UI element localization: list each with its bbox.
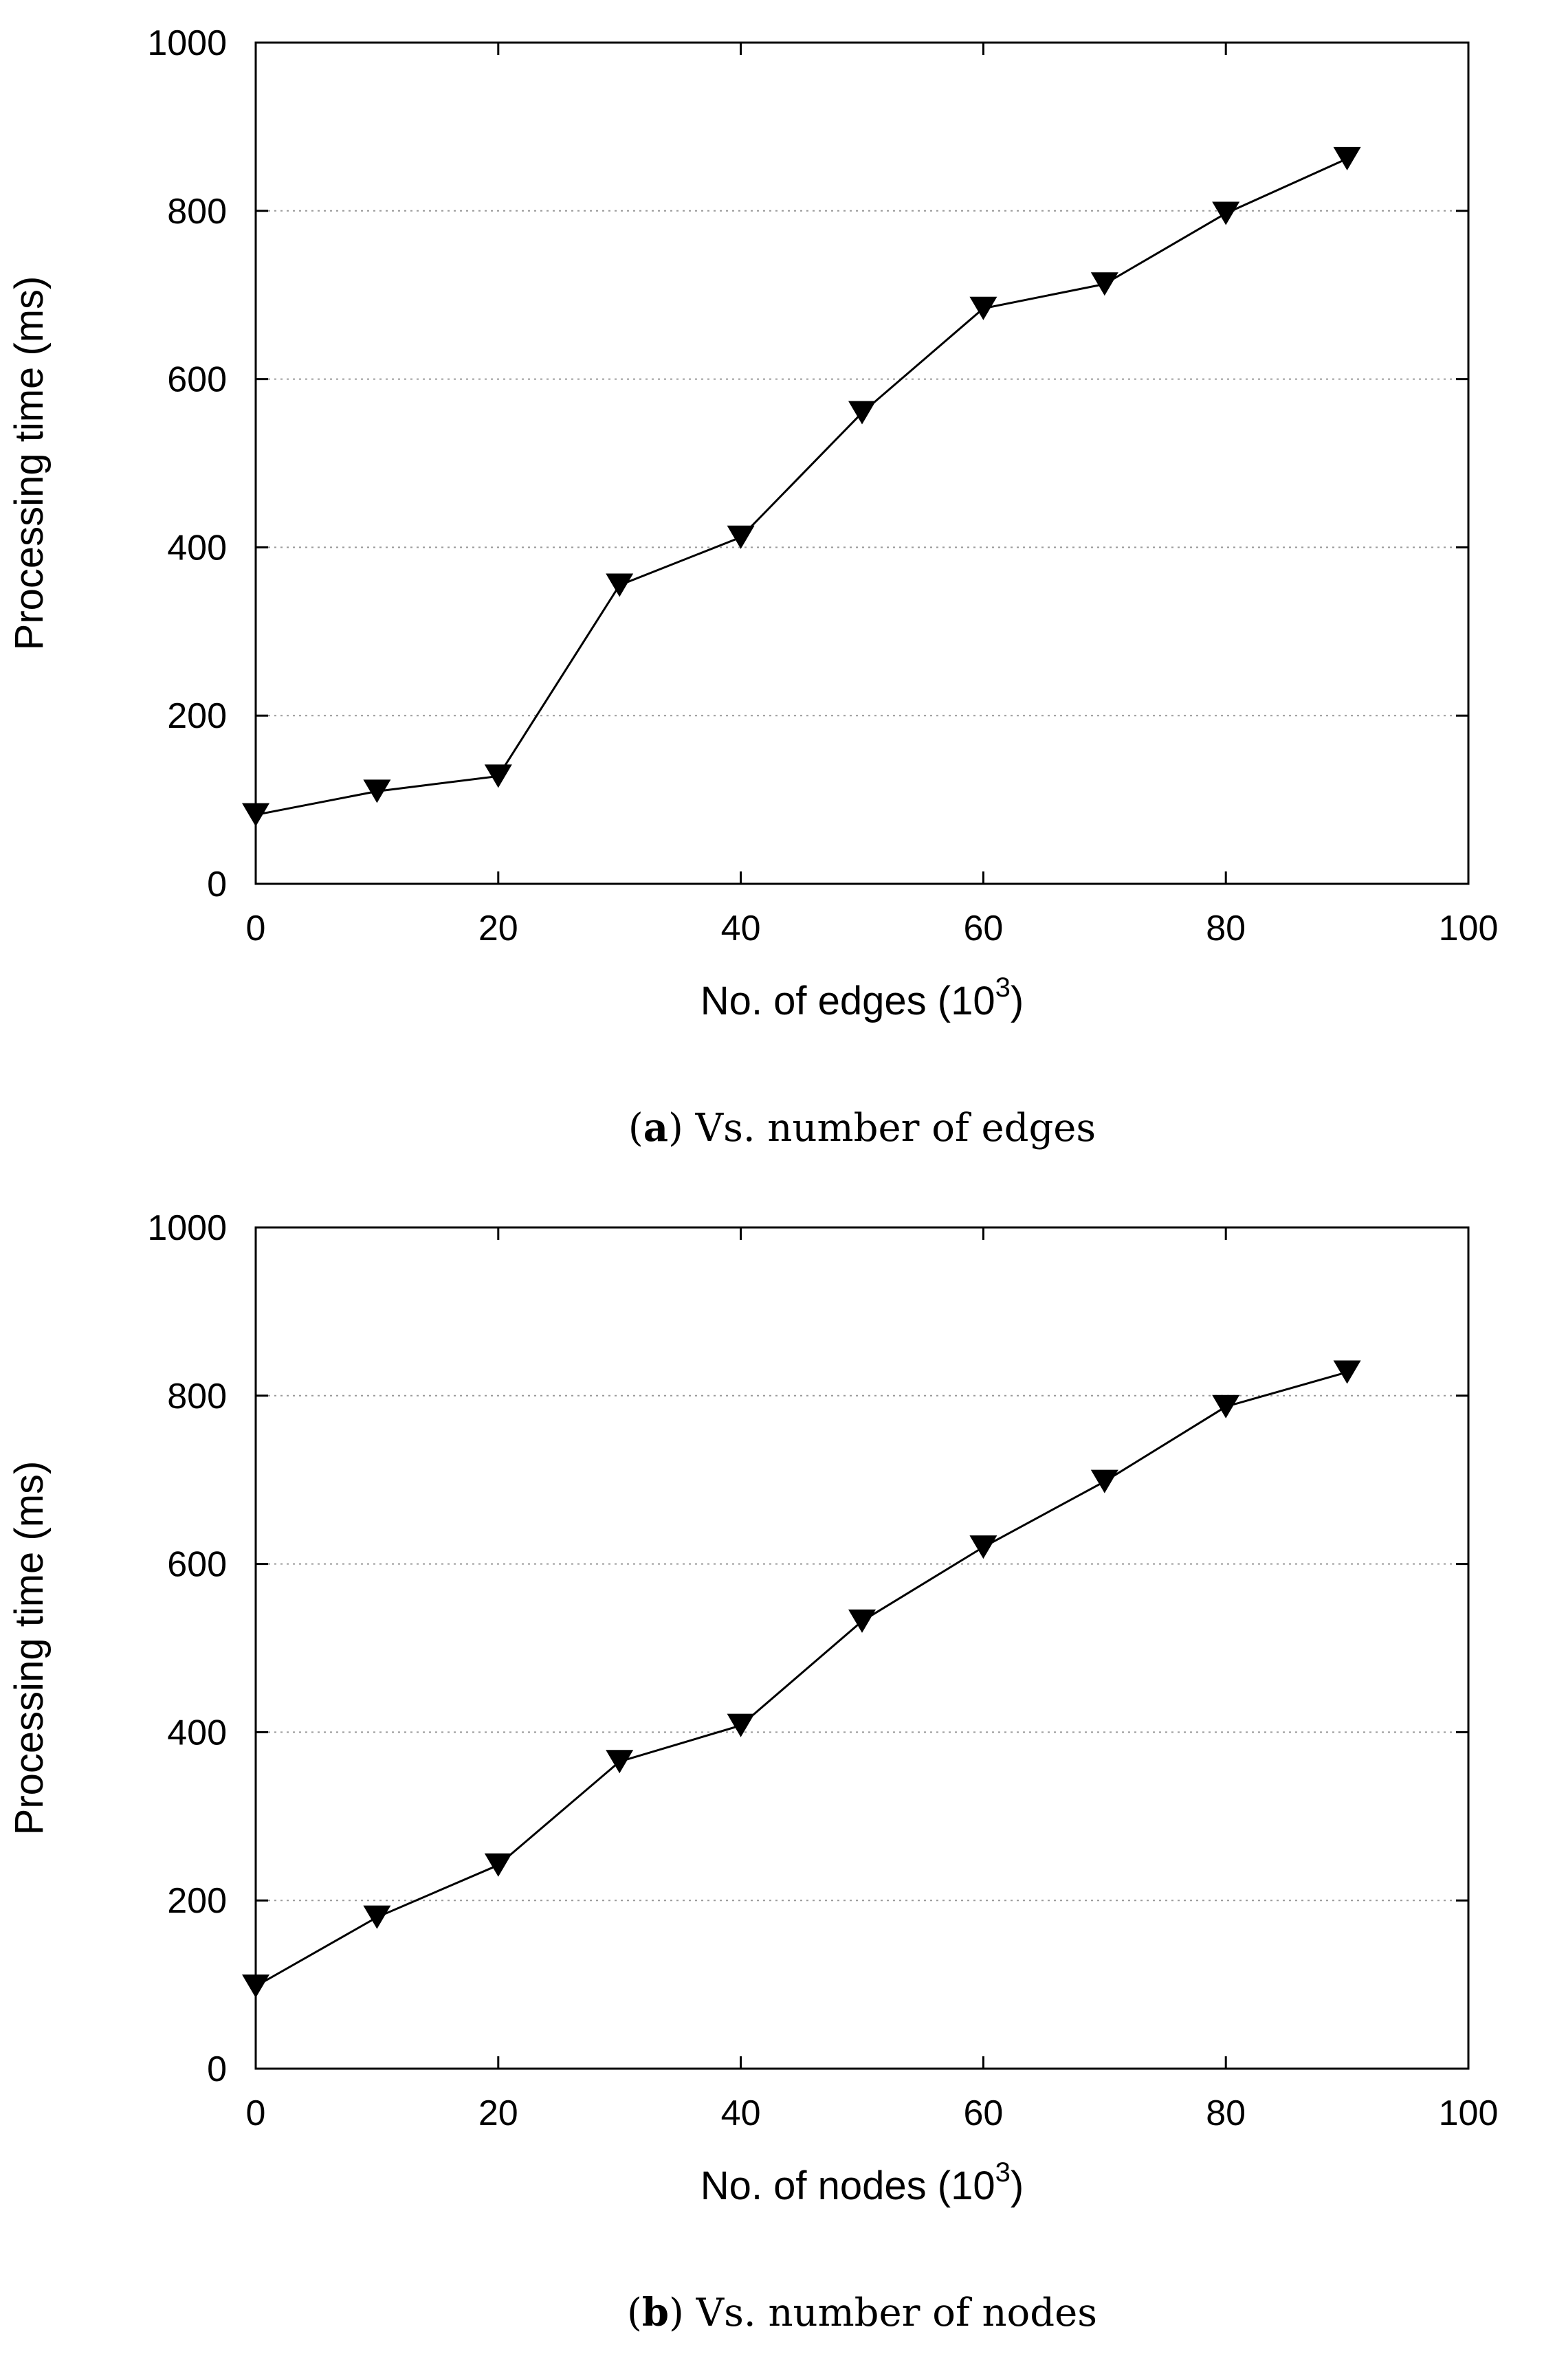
y-tick-label: 0 bbox=[207, 2049, 227, 2089]
data-point bbox=[848, 401, 876, 425]
data-point bbox=[1090, 1469, 1118, 1493]
data-point bbox=[484, 1853, 512, 1877]
y-tick-label: 1000 bbox=[147, 1208, 227, 1248]
x-tick-label: 80 bbox=[1206, 909, 1246, 948]
x-tick-label: 40 bbox=[721, 2093, 761, 2133]
panel-caption: (a) Vs. number of edges bbox=[628, 1105, 1096, 1150]
data-point bbox=[848, 1609, 876, 1633]
data-point bbox=[1212, 201, 1240, 225]
x-tick-label: 100 bbox=[1439, 909, 1499, 948]
y-tick-label: 800 bbox=[167, 1377, 227, 1416]
x-axis-title: No. of nodes (103) bbox=[701, 2157, 1024, 2208]
data-point bbox=[1333, 146, 1361, 170]
data-point bbox=[606, 1750, 634, 1774]
data-point bbox=[1333, 1360, 1361, 1384]
y-tick-label: 600 bbox=[167, 1545, 227, 1585]
x-tick-label: 100 bbox=[1439, 2093, 1499, 2133]
data-point bbox=[363, 779, 391, 803]
y-tick-label: 400 bbox=[167, 1713, 227, 1753]
y-axis-title: Processing time (ms) bbox=[7, 276, 52, 651]
series-line bbox=[255, 157, 1348, 816]
x-axis-title: No. of edges (103) bbox=[701, 972, 1024, 1023]
y-tick-label: 200 bbox=[167, 696, 227, 736]
y-tick-label: 600 bbox=[167, 360, 227, 400]
y-tick-label: 1000 bbox=[147, 23, 227, 63]
x-tick-label: 0 bbox=[246, 2093, 266, 2133]
x-tick-label: 0 bbox=[246, 909, 266, 948]
data-point bbox=[242, 1975, 269, 1999]
chart-panel-b: 0 200 400 600 800 1000 0 20 40 60 80 100 Processing … bbox=[7, 1208, 1498, 2335]
x-tick-label: 60 bbox=[963, 2093, 1003, 2133]
x-tick-label: 40 bbox=[721, 909, 761, 948]
plot-frame bbox=[254, 1226, 1470, 2070]
y-tick-label: 800 bbox=[167, 192, 227, 232]
series-line bbox=[255, 1371, 1348, 1988]
data-point bbox=[484, 764, 512, 788]
x-tick-label: 80 bbox=[1206, 2093, 1246, 2133]
data-point bbox=[969, 296, 997, 320]
panel-caption: (b) Vs. number of nodes bbox=[627, 2290, 1097, 2335]
y-tick-label: 200 bbox=[167, 1881, 227, 1921]
data-point bbox=[969, 1535, 997, 1559]
y-axis-title: Processing time (ms) bbox=[7, 1461, 52, 1836]
data-point bbox=[1212, 1394, 1240, 1419]
x-tick-label: 20 bbox=[478, 2093, 518, 2133]
data-point bbox=[727, 525, 755, 549]
data-point bbox=[1090, 272, 1118, 296]
y-tick-label: 0 bbox=[207, 865, 227, 904]
data-point bbox=[363, 1905, 391, 1929]
data-point bbox=[606, 573, 634, 597]
chart-panel-a: 0 200 400 600 800 1000 0 20 40 60 80 100 Processing … bbox=[7, 23, 1498, 1150]
plot-frame bbox=[254, 41, 1470, 885]
y-tick-label: 400 bbox=[167, 528, 227, 568]
x-tick-label: 20 bbox=[478, 909, 518, 948]
x-tick-label: 60 bbox=[963, 909, 1003, 948]
data-point bbox=[242, 803, 269, 827]
data-point bbox=[727, 1713, 755, 1737]
